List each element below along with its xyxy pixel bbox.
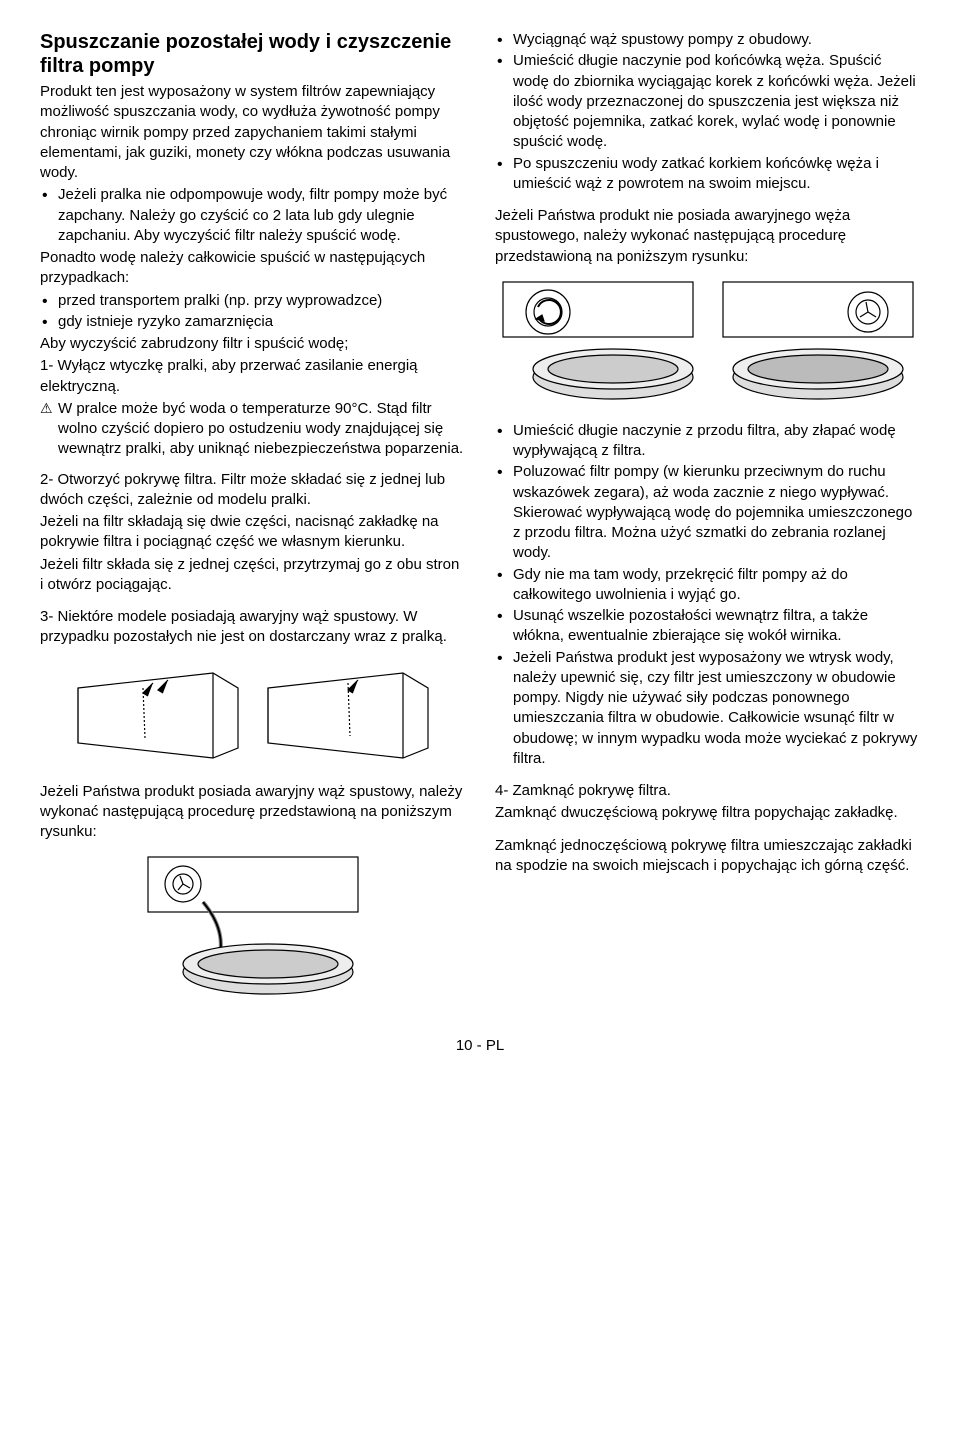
warning-block: W pralce może być woda o temperaturze 90… [40, 399, 465, 460]
diagram-filter-left [498, 277, 698, 407]
diagram-cover-right [263, 658, 433, 768]
paragraph: Jeżeli Państwa produkt posiada awaryjny … [40, 782, 465, 843]
paragraph: Zamknąć dwuczęściową pokrywę filtra popy… [495, 803, 920, 823]
bullet-list-2: przed transportem pralki (np. przy wypro… [40, 291, 465, 333]
bullet-list-3: Wyciągnąć wąż spustowy pompy z obudowy. … [495, 30, 920, 194]
paragraph: Jeżeli na filtr składają się dwie części… [40, 512, 465, 553]
paragraph: Zamknąć jednoczęściową pokrywę filtra um… [495, 836, 920, 877]
paragraph: Ponadto wodę należy całkowicie spuścić w… [40, 248, 465, 289]
step-paragraph: 3- Niektóre modele posiadają awaryjny wą… [40, 607, 465, 648]
list-item: Jeżeli Państwa produkt jest wyposażony w… [495, 648, 920, 770]
list-item: przed transportem pralki (np. przy wypro… [40, 291, 465, 311]
section-heading: Spuszczanie pozostałej wody i czyszczeni… [40, 30, 465, 78]
list-item: Usunąć wszelkie pozostałości wewnątrz fi… [495, 606, 920, 647]
step-paragraph: 1- Wyłącz wtyczkę pralki, aby przerwać z… [40, 356, 465, 397]
list-item: Po spuszczeniu wody zatkać korkiem końcó… [495, 154, 920, 195]
intro-paragraph: Produkt ten jest wyposażony w system fil… [40, 82, 465, 183]
paragraph: Aby wyczyścić zabrudzony filtr i spuścić… [40, 334, 465, 354]
illustration-panel-covers [40, 658, 465, 768]
list-item: Gdy nie ma tam wody, przekręcić filtr po… [495, 565, 920, 606]
right-column: Wyciągnąć wąż spustowy pompy z obudowy. … [495, 30, 920, 1016]
paragraph: Jeżeli Państwa produkt nie posiada awary… [495, 206, 920, 267]
warning-text: W pralce może być woda o temperaturze 90… [58, 400, 463, 458]
list-item: Poluzować filtr pompy (w kierunku przeci… [495, 462, 920, 563]
bullet-list-1: Jeżeli pralka nie odpompowuje wody, filt… [40, 185, 465, 246]
list-item: Umieścić długie naczynie pod końcówką wę… [495, 51, 920, 152]
left-column: Spuszczanie pozostałej wody i czyszczeni… [40, 30, 465, 1016]
step-paragraph: 2- Otworzyć pokrywę filtra. Filtr może s… [40, 470, 465, 511]
list-item: Jeżeli pralka nie odpompowuje wody, filt… [40, 185, 465, 246]
diagram-cover-left [73, 658, 243, 768]
page-footer: 10 - PL [40, 1036, 920, 1056]
list-item: Wyciągnąć wąż spustowy pompy z obudowy. [495, 30, 920, 50]
illustration-filter-drain [495, 277, 920, 407]
step-paragraph: 4- Zamknąć pokrywę filtra. [495, 781, 920, 801]
list-item: Umieścić długie naczynie z przodu filtra… [495, 421, 920, 462]
paragraph: Jeżeli filtr składa się z jednej części,… [40, 555, 465, 596]
illustration-hose-drain [40, 852, 465, 1002]
diagram-filter-right [718, 277, 918, 407]
bullet-list-4: Umieścić długie naczynie z przodu filtra… [495, 421, 920, 769]
list-item: gdy istnieje ryzyko zamarznięcia [40, 312, 465, 332]
